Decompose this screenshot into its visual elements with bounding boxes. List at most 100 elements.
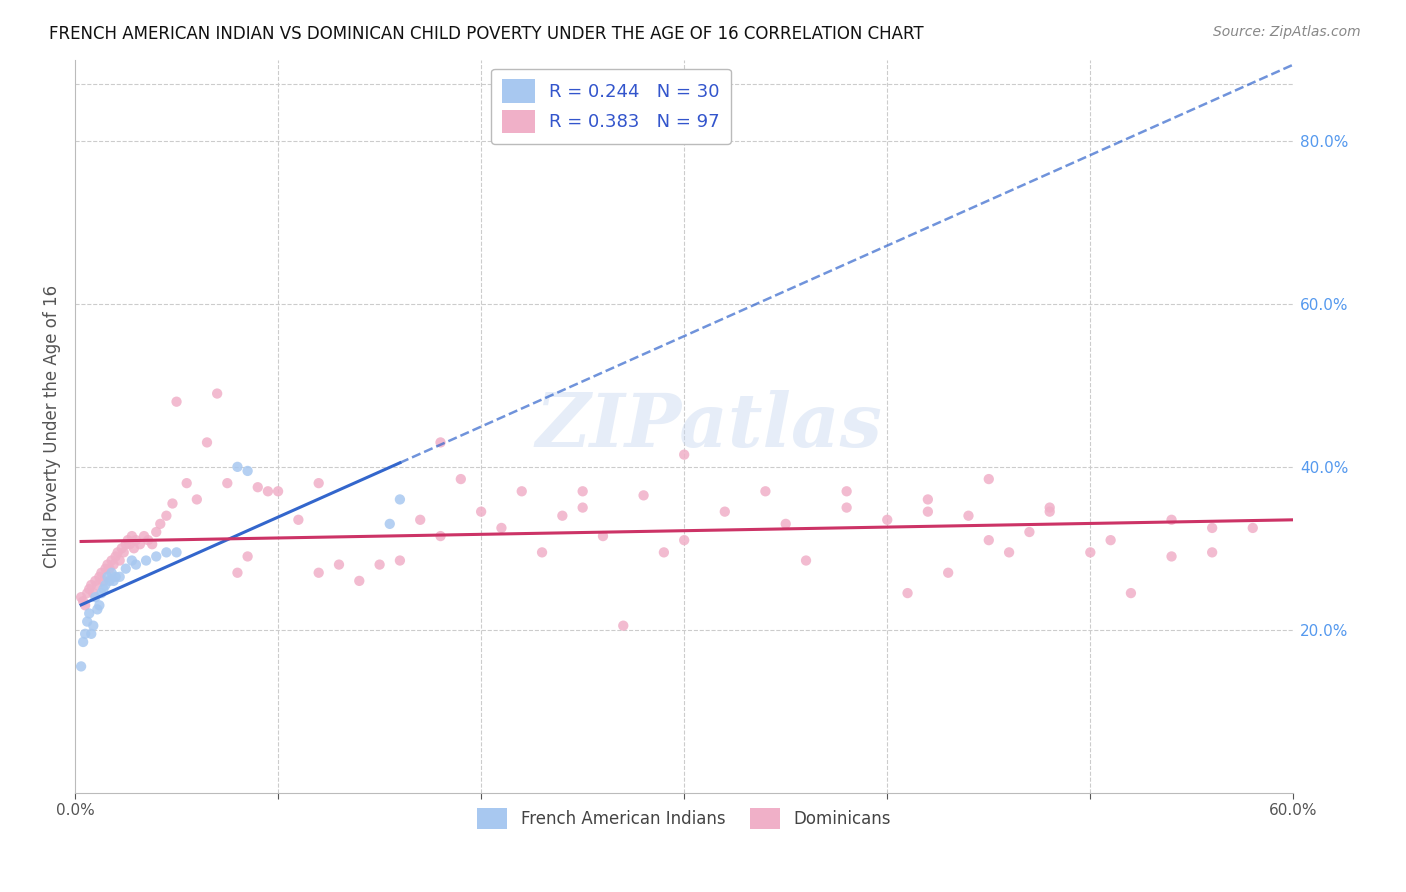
Point bbox=[267, 484, 290, 499]
Point bbox=[368, 558, 391, 572]
Point bbox=[388, 492, 411, 507]
Point bbox=[121, 529, 143, 543]
Point bbox=[96, 558, 118, 572]
Point bbox=[149, 516, 172, 531]
Point bbox=[132, 529, 155, 543]
Point bbox=[673, 533, 696, 548]
Point bbox=[896, 586, 918, 600]
Point bbox=[217, 476, 239, 491]
Point bbox=[96, 570, 118, 584]
Point bbox=[82, 618, 104, 632]
Point bbox=[111, 541, 134, 556]
Point bbox=[122, 541, 145, 556]
Point bbox=[917, 505, 939, 519]
Point bbox=[112, 545, 135, 559]
Point bbox=[470, 505, 492, 519]
Point bbox=[236, 549, 259, 564]
Point bbox=[409, 513, 432, 527]
Point bbox=[103, 558, 125, 572]
Point bbox=[117, 533, 139, 548]
Point bbox=[75, 627, 97, 641]
Point bbox=[491, 521, 513, 535]
Point bbox=[378, 516, 401, 531]
Point bbox=[176, 476, 198, 491]
Point bbox=[226, 566, 249, 580]
Point bbox=[226, 459, 249, 474]
Point bbox=[308, 566, 330, 580]
Point bbox=[652, 545, 675, 559]
Point bbox=[1201, 521, 1223, 535]
Point bbox=[1039, 505, 1062, 519]
Point bbox=[1018, 524, 1040, 539]
Point bbox=[612, 618, 634, 632]
Point bbox=[592, 529, 614, 543]
Point bbox=[103, 574, 125, 588]
Point bbox=[1078, 545, 1101, 559]
Point bbox=[1241, 521, 1264, 535]
Point bbox=[84, 574, 107, 588]
Text: Source: ZipAtlas.com: Source: ZipAtlas.com bbox=[1213, 25, 1361, 39]
Point bbox=[72, 594, 94, 608]
Point bbox=[104, 570, 127, 584]
Point bbox=[835, 500, 858, 515]
Point bbox=[135, 553, 157, 567]
Point bbox=[1119, 586, 1142, 600]
Point bbox=[90, 586, 112, 600]
Point bbox=[155, 508, 177, 523]
Point bbox=[388, 553, 411, 567]
Point bbox=[89, 570, 111, 584]
Point bbox=[136, 533, 159, 548]
Point bbox=[118, 537, 141, 551]
Point bbox=[70, 659, 93, 673]
Point bbox=[246, 480, 269, 494]
Point bbox=[108, 570, 131, 584]
Point bbox=[114, 537, 136, 551]
Point bbox=[531, 545, 554, 559]
Point bbox=[86, 602, 108, 616]
Point bbox=[775, 516, 797, 531]
Point bbox=[155, 545, 177, 559]
Point bbox=[957, 508, 980, 523]
Point bbox=[84, 590, 107, 604]
Point bbox=[835, 484, 858, 499]
Point bbox=[114, 562, 136, 576]
Point bbox=[166, 394, 188, 409]
Point bbox=[349, 574, 371, 588]
Point bbox=[76, 615, 98, 629]
Point bbox=[98, 562, 121, 576]
Point bbox=[82, 586, 104, 600]
Point bbox=[80, 578, 103, 592]
Point bbox=[75, 599, 97, 613]
Point bbox=[98, 574, 121, 588]
Point bbox=[107, 545, 129, 559]
Point bbox=[94, 578, 117, 592]
Point bbox=[1201, 545, 1223, 559]
Point bbox=[876, 513, 898, 527]
Point bbox=[89, 599, 111, 613]
Point bbox=[450, 472, 472, 486]
Point bbox=[195, 435, 218, 450]
Point bbox=[977, 472, 1000, 486]
Point bbox=[205, 386, 228, 401]
Point bbox=[794, 553, 817, 567]
Point bbox=[125, 533, 148, 548]
Point bbox=[1099, 533, 1122, 548]
Point bbox=[998, 545, 1021, 559]
Point bbox=[108, 553, 131, 567]
Point bbox=[1160, 549, 1182, 564]
Legend: French American Indians, Dominicans: French American Indians, Dominicans bbox=[471, 801, 898, 836]
Point bbox=[917, 492, 939, 507]
Point bbox=[754, 484, 776, 499]
Point bbox=[94, 562, 117, 576]
Point bbox=[70, 590, 93, 604]
Point bbox=[714, 505, 737, 519]
Point bbox=[80, 627, 103, 641]
Point bbox=[429, 435, 451, 450]
Point bbox=[571, 500, 593, 515]
Text: FRENCH AMERICAN INDIAN VS DOMINICAN CHILD POVERTY UNDER THE AGE OF 16 CORRELATIO: FRENCH AMERICAN INDIAN VS DOMINICAN CHIL… bbox=[49, 25, 924, 43]
Y-axis label: Child Poverty Under the Age of 16: Child Poverty Under the Age of 16 bbox=[44, 285, 60, 567]
Point bbox=[328, 558, 350, 572]
Point bbox=[308, 476, 330, 491]
Point bbox=[100, 566, 122, 580]
Point bbox=[936, 566, 959, 580]
